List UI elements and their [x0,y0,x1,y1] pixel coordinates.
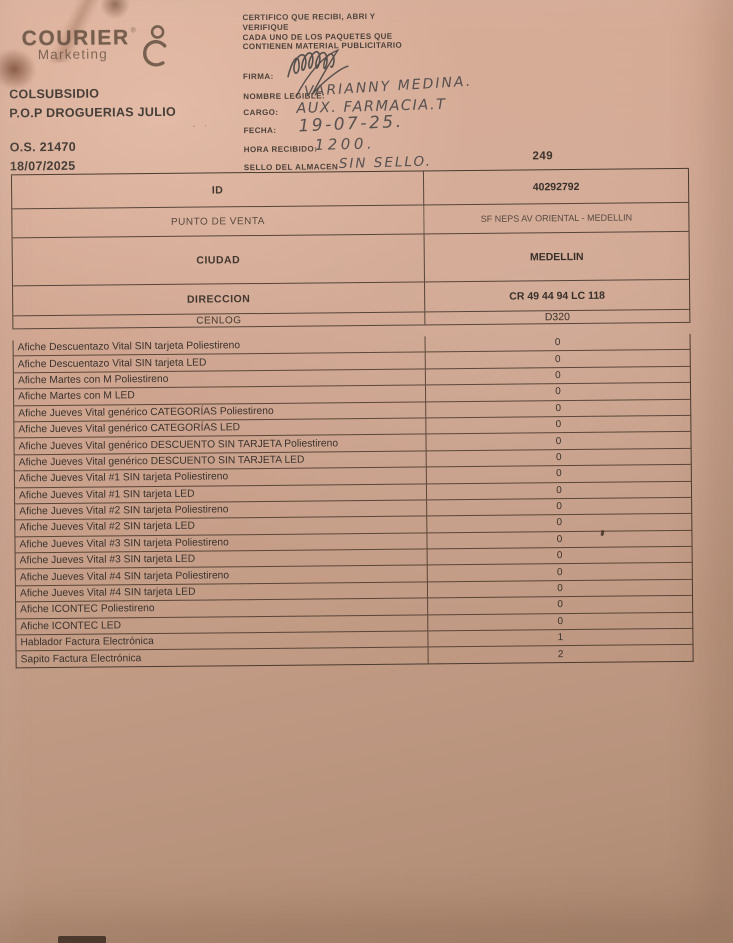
logo-subtitle: Marketing [37,46,108,63]
info-row-value: MEDELLIN [423,231,689,282]
scan-edge-mark [58,936,106,943]
item-quantity: 0 [426,530,692,549]
sello-handwritten-value: SIN SELLO. [338,153,433,173]
item-quantity: 0 [425,465,691,483]
info-row-label: DIRECCION [186,292,251,306]
item-quantity: 0 [426,546,692,565]
order-date: 18/07/2025 [9,158,76,173]
item-quantity: 0 [426,563,692,582]
item-quantity: 0 [424,383,691,401]
material-items-table: Afiche Descuentazo Vital SIN tarjeta Pol… [12,333,694,669]
item-quantity: 0 [425,448,691,467]
courier-c-figure-icon [138,24,172,73]
info-row-label: ID [211,183,224,196]
order-block: O.S. 21470 18/07/2025 [10,138,77,176]
item-quantity: 1 [427,628,693,647]
info-row-value: D320 [424,309,690,325]
scan-dash-marks: ‐ · [192,120,211,131]
item-quantity: 0 [427,612,693,631]
item-quantity: 0 [424,333,690,352]
cargo-label: CARGO: [243,107,279,118]
info-row-label: CIUDAD [196,253,241,267]
hora-handwritten-value: 1200. [314,134,376,155]
info-row: CIUDAD MEDELLIN [11,231,690,287]
fecha-handwritten-value: 19-07-25. [298,111,404,137]
item-description: Sapito Factura Electrónica [20,652,142,665]
item-quantity: 0 [427,596,693,615]
item-quantity: 0 [424,350,690,369]
fecha-label: FECHA: [243,125,277,136]
client-name: COLSUBSIDIO [9,86,100,102]
item-quantity: 2 [427,645,693,664]
item-quantity: 0 [425,415,691,434]
item-quantity: 0 [425,481,692,500]
client-block: COLSUBSIDIO P.O.P DROGUERIAS JULIO [9,84,176,123]
courier-marketing-logo: COURIER ® Marketing [22,24,173,74]
item-quantity: 0 [426,497,692,516]
delivery-info-table: ID 40292792 PUNTO DE VENTA SF NEPS AV OR… [10,167,691,330]
registered-mark: ® [130,27,136,35]
item-quantity: 0 [425,399,691,418]
item-quantity: 0 [426,514,692,533]
info-row-label: CENLOG [196,314,242,327]
info-row-value: SF NEPS AV ORIENTAL - MEDELLIN [423,202,689,234]
signature-scribble [282,42,375,106]
item-quantity: 0 [426,579,693,598]
item-quantity: 0 [424,366,690,385]
item-quantity: 0 [425,432,691,451]
firma-label: FIRMA: [242,71,274,82]
order-number: O.S. 21470 [9,139,77,155]
program-name: P.O.P DROGUERIAS JULIO [9,104,177,120]
page-number: 249 [532,150,554,163]
hora-label: HORA RECIBIDO: [243,144,318,155]
info-row-value: CR 49 44 94 LC 118 [424,279,690,312]
info-row-label: PUNTO DE VENTA [170,215,265,228]
scan-stain-top [97,0,133,26]
info-row-value: 40292792 [422,168,689,205]
